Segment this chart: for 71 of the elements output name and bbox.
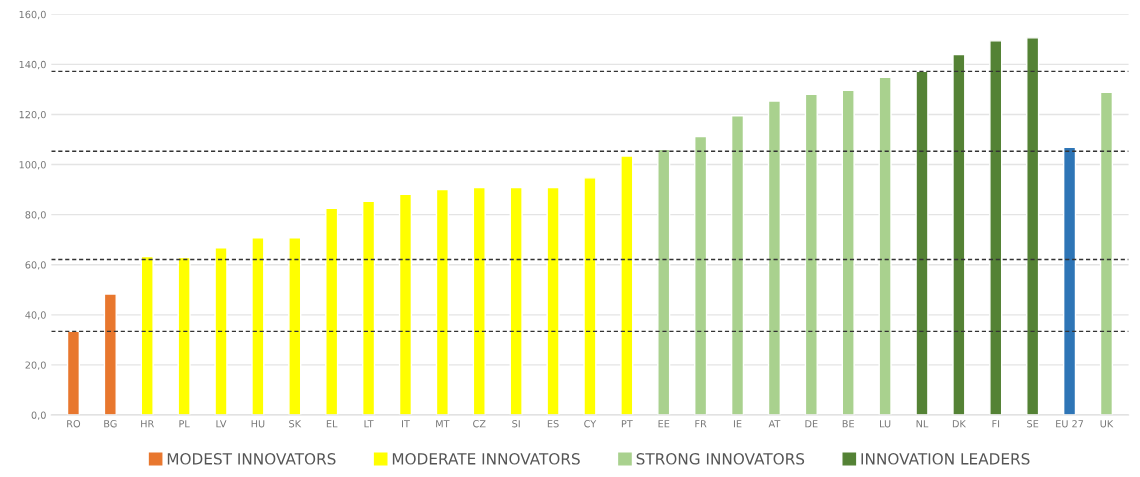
bar [1099,91,1114,415]
x-tick-label: EE [658,420,670,428]
x-tick-label: CY [584,420,597,428]
x-tick-label: SE [1027,420,1039,428]
bar [361,200,376,415]
bar [214,247,228,415]
x-tick-label: CZ [473,420,486,428]
bar [66,330,81,415]
bar [435,188,449,415]
bar [1062,146,1077,415]
y-tick-label: 20,0 [25,361,46,370]
y-tick-label: 80,0 [25,211,46,220]
bar [952,53,966,415]
x-tick-label: UK [1100,420,1114,428]
x-tick-label: FR [695,420,707,428]
x-tick-label: BG [104,420,117,428]
x-tick-label: SK [289,420,302,428]
bar [730,115,745,415]
bar [140,255,154,415]
x-tick-label: BE [842,420,854,428]
bar [1026,37,1040,415]
x-tick-label: HR [141,420,154,428]
x-tick-label: PL [179,420,190,428]
bar [546,186,560,415]
x-tick-label: SI [512,420,520,428]
x-tick-label: NL [916,420,929,428]
y-tick-label: 60,0 [25,261,46,270]
bar [841,89,855,415]
x-tick-label: EU 27 [1056,420,1084,428]
x-tick-label: IE [733,420,742,428]
x-tick-label: DE [805,420,818,428]
bar [620,155,634,415]
bar [103,293,117,415]
bar [657,148,671,415]
y-tick-label: 0,0 [31,411,46,420]
bar [509,186,523,415]
bar [398,193,413,415]
y-tick-label: 40,0 [25,311,46,320]
bar [251,236,265,415]
x-tick-label: HU [251,420,265,428]
y-tick-label: 100,0 [19,161,46,170]
bar [583,177,597,415]
bar [325,207,339,415]
x-tick-label: ES [547,420,559,428]
y-tick-label: 160,0 [19,10,46,20]
y-tick-label: 120,0 [19,110,46,120]
x-tick-label: MT [436,420,450,428]
bar [694,135,708,415]
x-tick-label: DK [952,420,967,428]
bar [878,76,892,415]
x-tick-label: AT [768,420,781,428]
x-tick-label: LT [364,420,374,428]
x-tick-label: LV [216,420,227,428]
y-tick-label: 140,0 [19,60,46,70]
x-tick-label: FI [992,420,1000,428]
legend-label: MODERATE INNOVATORS [392,453,580,465]
x-tick-label: RO [67,420,81,428]
bar [767,100,782,415]
x-tick-label: EL [326,420,338,428]
legend-label: INNOVATION LEADERS [861,453,1030,465]
bar [915,70,929,415]
x-tick-label: IT [402,420,410,428]
bar [288,236,302,415]
legend-label: STRONG INNOVATORS [636,453,805,465]
bar [804,93,818,415]
bar [177,256,191,415]
x-tick-label: PT [621,420,633,428]
bar [472,186,486,415]
bar [989,40,1003,415]
x-tick-label: LU [880,420,891,428]
legend-label: MODEST INNOVATORS [167,453,336,465]
